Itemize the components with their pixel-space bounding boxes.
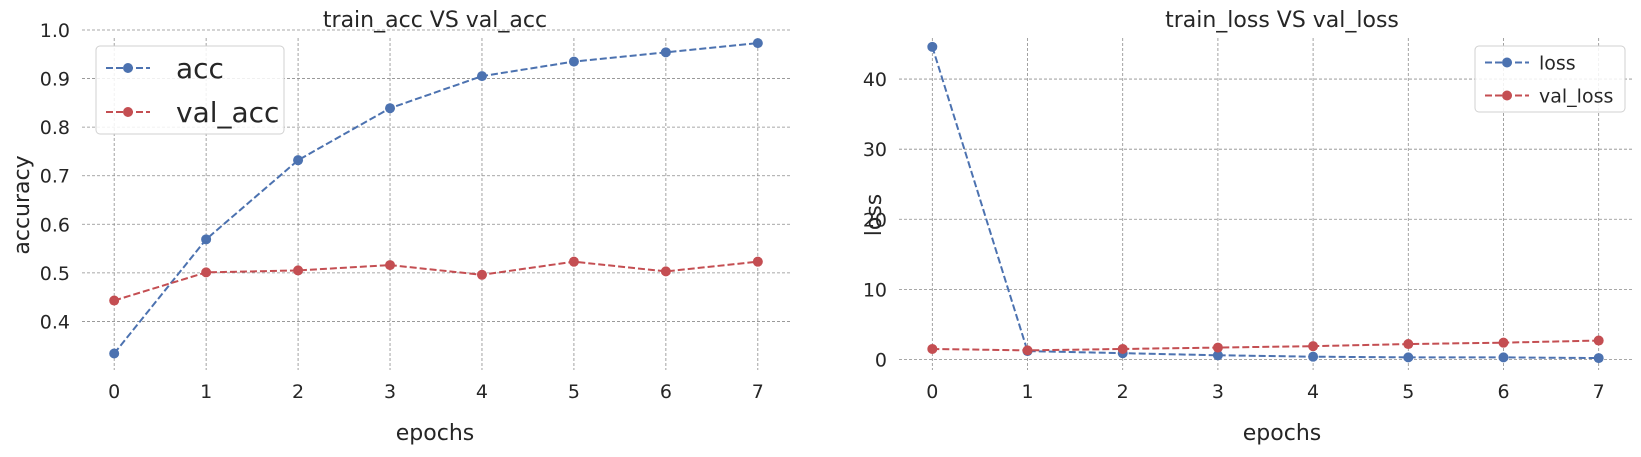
data-point <box>109 295 120 306</box>
data-point <box>201 267 212 278</box>
legend-label: loss <box>1539 52 1576 74</box>
data-point <box>927 41 938 52</box>
legend-label: val_acc <box>176 96 279 129</box>
y-tick-label: 0.4 <box>40 311 70 333</box>
x-tick-label: 5 <box>568 381 580 403</box>
series-val_loss <box>927 335 1604 356</box>
data-point <box>752 38 763 49</box>
x-tick-label: 7 <box>752 381 764 403</box>
data-point <box>385 260 396 271</box>
accuracy-chart: train_acc VS val_acc epochs accuracy 0 1 2… <box>10 8 790 446</box>
data-point <box>1117 343 1128 354</box>
x-tick-label: 1 <box>200 381 212 403</box>
series-val_acc <box>109 256 763 306</box>
grid <box>82 29 790 370</box>
x-tick-label: 2 <box>292 381 304 403</box>
data-point <box>1403 339 1414 350</box>
legend-item-loss: loss <box>1485 52 1576 74</box>
y-tick-label: 0.9 <box>40 69 70 91</box>
y-tick-label: 0 <box>875 349 887 371</box>
data-point <box>293 155 304 166</box>
x-tick-label: 7 <box>1593 381 1605 403</box>
y-tick-label: 0.5 <box>40 263 70 285</box>
legend-item-val_loss: val_loss <box>1485 85 1613 107</box>
x-tick-label: 5 <box>1402 381 1414 403</box>
y-tick-label: 20 <box>863 209 887 231</box>
data-point <box>109 348 120 359</box>
x-tick-label: 6 <box>1497 381 1509 403</box>
data-point <box>201 234 212 245</box>
x-tick-label: 2 <box>1117 381 1129 403</box>
x-tick-label: 4 <box>1307 381 1319 403</box>
loss-chart: train_loss VS val_loss epochs loss 0 1 2 3 4… <box>862 8 1632 446</box>
legend-box <box>1474 45 1626 113</box>
y-axis-label: accuracy <box>10 155 35 254</box>
data-point <box>476 71 487 82</box>
data-point <box>385 103 396 114</box>
legend-marker <box>1502 57 1512 68</box>
legend-item-acc: acc <box>106 52 224 85</box>
legend: loss val_loss <box>1474 45 1626 113</box>
data-point <box>1212 350 1223 361</box>
legend: acc val_acc <box>95 45 285 135</box>
data-point <box>927 343 938 354</box>
data-point <box>1308 351 1319 362</box>
legend-marker <box>123 107 133 117</box>
data-point <box>660 266 671 277</box>
y-tick-label: 1.0 <box>40 20 70 42</box>
data-point <box>1403 352 1414 363</box>
x-tick-label: 1 <box>1021 381 1033 403</box>
data-point <box>660 47 671 58</box>
series-line <box>113 260 758 302</box>
x-tick-label: 4 <box>476 381 488 403</box>
legend-label: val_loss <box>1539 85 1613 107</box>
x-tick-label: 0 <box>926 381 938 403</box>
x-axis-label: epochs <box>396 421 474 446</box>
y-tick-label: 0.6 <box>40 214 70 236</box>
series-line <box>932 339 1599 352</box>
data-point <box>752 256 763 267</box>
legend-label: acc <box>176 52 224 85</box>
y-tick-label: 30 <box>863 139 887 161</box>
data-point <box>476 269 487 280</box>
y-axis-label: loss <box>862 194 887 237</box>
y-tick-label: 40 <box>863 69 887 91</box>
y-tick-label: 10 <box>863 279 887 301</box>
series-acc <box>109 38 763 359</box>
legend-marker <box>1502 90 1512 101</box>
data-point <box>1593 353 1604 364</box>
data-point <box>293 265 304 276</box>
x-tick-label: 0 <box>108 381 120 403</box>
data-point <box>568 256 579 267</box>
data-point <box>1498 352 1509 363</box>
x-tick-label: 6 <box>660 381 672 403</box>
y-tick-label: 0.8 <box>40 117 70 139</box>
data-point <box>1593 335 1604 346</box>
data-point <box>1022 345 1033 356</box>
data-point <box>1308 341 1319 352</box>
legend-item-val_acc: val_acc <box>106 96 279 129</box>
chart-title: train_loss VS val_loss <box>1165 8 1399 33</box>
data-point <box>1212 342 1223 353</box>
x-axis-label: epochs <box>1243 421 1321 446</box>
series-line <box>931 46 1599 360</box>
data-point <box>568 56 579 67</box>
chart-title: train_acc VS val_acc <box>323 8 547 33</box>
x-tick-label: 3 <box>384 381 396 403</box>
x-tick-label: 3 <box>1212 381 1224 403</box>
legend-marker <box>123 63 133 73</box>
series-line <box>113 42 758 355</box>
y-tick-label: 0.7 <box>40 166 70 188</box>
data-point <box>1498 337 1509 348</box>
